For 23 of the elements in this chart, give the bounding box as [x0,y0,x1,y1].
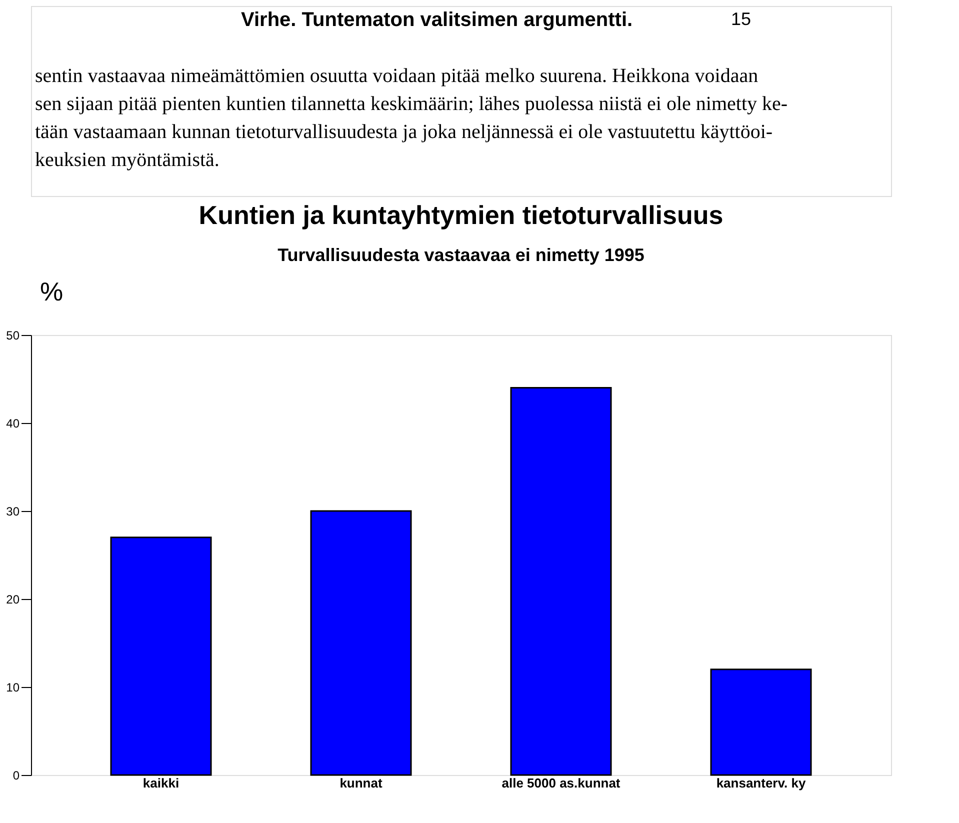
y-tick-label: 10 [6,680,20,694]
bar [110,536,212,776]
text: sen sijaan pitää pienten kuntien tilannetta keskimäärin; lähes puolessa niistä ei ole nimetty ke- [35,93,788,115]
bar [510,387,612,776]
bar [310,510,412,776]
x-tick-label: kaikki [142,776,180,790]
chart-title: Kuntien ja kuntayhtymien tietoturvallisuus [198,200,724,230]
y-tick-label: 0 [12,768,20,782]
text: keuksien myöntämistä. [35,149,220,171]
text: Virhe. Tuntematon valitsimen argumentti. [241,9,633,31]
text: 15 [731,9,752,29]
x-tick-label: kunnat [340,776,383,790]
y-tick-label: 50 [6,328,20,342]
chart-subtitle: Turvallisuudesta vastaavaa ei nimetty 1995 [278,245,644,265]
y-axis-title: % [40,276,64,306]
x-tick-label: alle 5000 as.kunnat [502,776,621,790]
text: tään vastaamaan kunnan tietoturvallisuudesta ja joka neljännessä ei ole vastuutettu käyttöoi- [35,121,773,143]
x-tick-label: kansanterv. ky [716,776,806,790]
text: sentin vastaavaa nimeämättömien osuutta voidaan pitää melko suurena. Heikkona voidaan [35,65,758,87]
bar [710,668,812,776]
y-tick-label: 20 [6,592,20,606]
y-tick-label: 30 [6,504,20,518]
y-tick-label: 40 [6,416,20,430]
